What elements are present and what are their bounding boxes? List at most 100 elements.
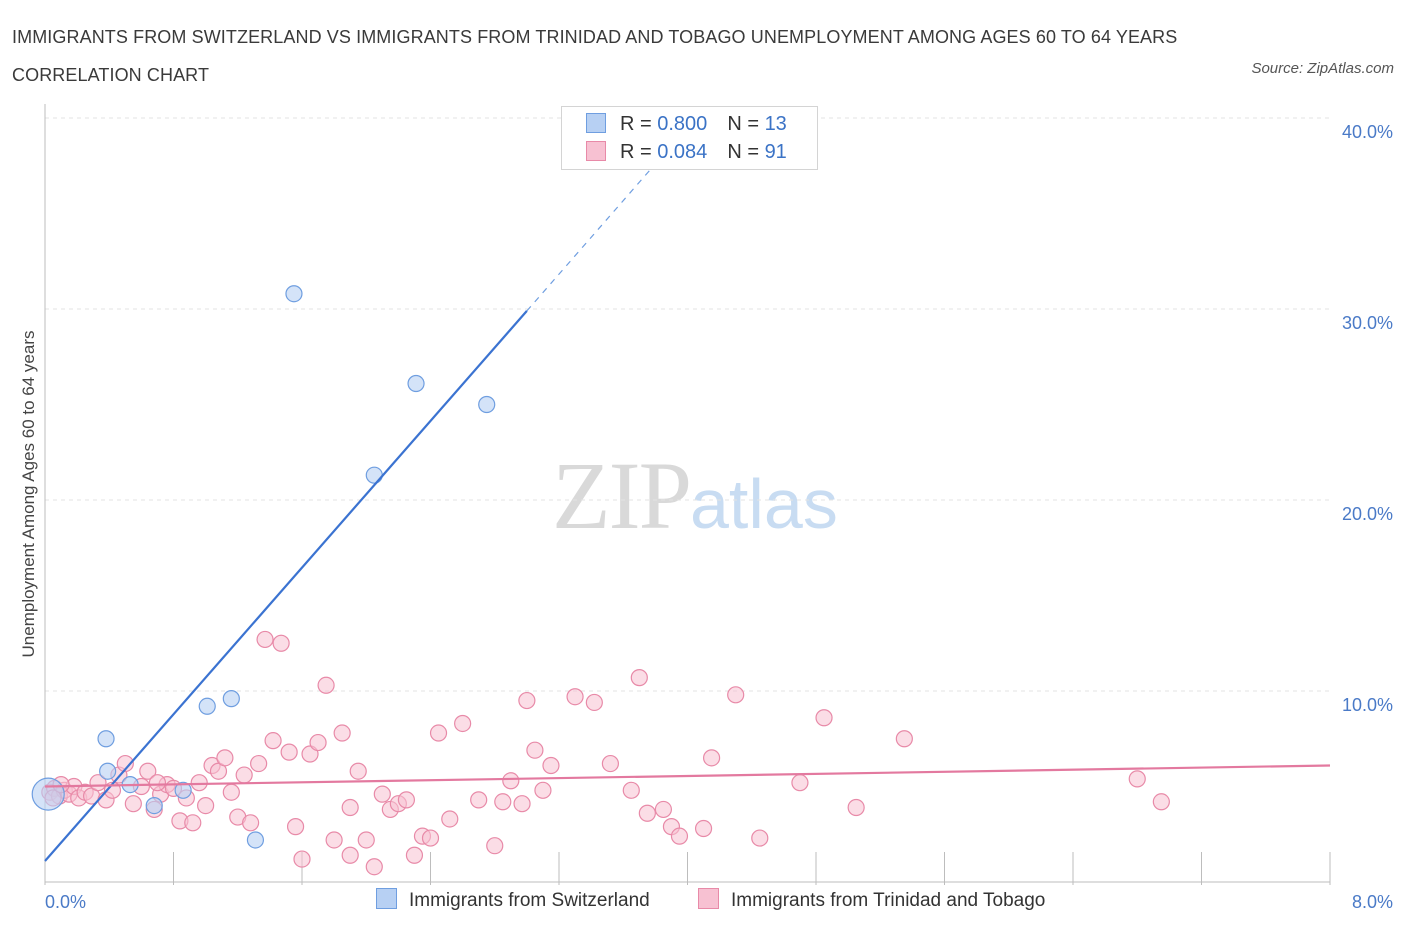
trend-line-switzerland bbox=[44, 310, 528, 862]
data-point-trinidad bbox=[494, 793, 512, 811]
data-point-trinidad bbox=[405, 846, 424, 864]
x-tick-label: 0.0% bbox=[45, 892, 86, 912]
data-point-switzerland bbox=[174, 781, 192, 799]
data-point-trinidad bbox=[242, 814, 260, 832]
data-point-trinidad bbox=[272, 634, 290, 652]
data-point-trinidad bbox=[694, 819, 713, 838]
tick-labels: 10.0% 20.0% 30.0% 40.0% 0.0% 8.0% bbox=[45, 122, 1393, 912]
data-point-trinidad bbox=[895, 730, 913, 748]
data-point-trinidad bbox=[1152, 793, 1170, 811]
data-point-trinidad bbox=[502, 772, 520, 790]
data-point-trinidad bbox=[341, 798, 359, 817]
data-point-trinidad bbox=[124, 795, 142, 813]
data-point-switzerland bbox=[97, 730, 115, 748]
data-point-trinidad bbox=[654, 800, 673, 819]
chart-title: IMMIGRANTS FROM SWITZERLAND VS IMMIGRANT… bbox=[12, 27, 1178, 85]
data-point-trinidad bbox=[373, 785, 391, 803]
data-point-trinidad bbox=[349, 762, 367, 780]
data-point-trinidad bbox=[256, 630, 274, 649]
data-point-trinidad bbox=[470, 791, 488, 809]
legend-swatch-pink bbox=[586, 141, 606, 161]
data-point-trinidad bbox=[815, 709, 833, 727]
data-point-trinidad bbox=[357, 831, 375, 849]
data-point-trinidad bbox=[148, 774, 167, 792]
data-point-trinidad bbox=[513, 795, 531, 813]
x-tick-label: 8.0% bbox=[1352, 892, 1393, 912]
data-point-switzerland bbox=[478, 395, 496, 414]
data-point-trinidad bbox=[365, 858, 383, 876]
legend-r-value: 0.800 bbox=[657, 113, 708, 135]
data-point-trinidad bbox=[341, 846, 359, 864]
data-point-switzerland bbox=[145, 796, 163, 815]
watermark-zip: ZIP bbox=[552, 442, 692, 549]
axes bbox=[44, 104, 1331, 885]
data-point-trinidad bbox=[197, 796, 215, 815]
data-point-trinidad bbox=[791, 774, 809, 792]
series-trinidad-points bbox=[41, 630, 1170, 876]
data-point-trinidad bbox=[309, 733, 327, 752]
data-point-switzerland bbox=[365, 466, 383, 484]
data-point-trinidad bbox=[397, 791, 416, 809]
y-axis-label: Unemployment Among Ages 60 to 64 years bbox=[19, 331, 38, 658]
data-point-trinidad bbox=[454, 714, 472, 733]
grid-lines bbox=[45, 117, 1330, 692]
data-point-trinidad bbox=[566, 688, 584, 706]
legend-r-value: 0.084 bbox=[657, 141, 708, 163]
data-point-switzerland bbox=[285, 285, 303, 303]
watermark: ZIPatlas bbox=[552, 440, 838, 551]
data-point-trinidad bbox=[317, 676, 335, 694]
correlation-legend: R = 0.800 N = 13 R = 0.084 N = 91 bbox=[561, 106, 818, 170]
data-point-trinidad bbox=[542, 756, 560, 775]
source-credit: Source: ZipAtlas.com bbox=[1251, 60, 1394, 77]
legend-n-label: N = bbox=[727, 141, 765, 163]
data-point-trinidad bbox=[727, 686, 745, 704]
legend-r-label: R = bbox=[620, 113, 658, 135]
data-point-trinidad bbox=[441, 810, 459, 828]
watermark-atlas: atlas bbox=[690, 465, 838, 543]
data-point-trinidad bbox=[518, 691, 536, 710]
data-point-trinidad bbox=[235, 766, 253, 784]
trend-lines bbox=[44, 163, 1331, 862]
y-tick-label: 20.0% bbox=[1342, 504, 1393, 524]
series-legend-swatch-pink bbox=[698, 888, 719, 909]
legend-swatch-blue bbox=[586, 113, 606, 133]
data-point-trinidad bbox=[190, 774, 208, 792]
data-point-trinidad bbox=[1128, 770, 1146, 788]
data-point-switzerland bbox=[222, 690, 240, 708]
data-point-trinidad bbox=[293, 850, 311, 868]
data-point-switzerland bbox=[31, 777, 65, 811]
data-point-trinidad bbox=[601, 754, 620, 773]
legend-row-switzerland: R = 0.800 N = 13 bbox=[586, 113, 787, 137]
data-point-trinidad bbox=[638, 804, 656, 822]
data-point-trinidad bbox=[526, 741, 544, 759]
data-point-trinidad bbox=[421, 829, 440, 847]
trend-line-switzerland-extension bbox=[526, 163, 656, 312]
legend-n-value: 91 bbox=[764, 141, 787, 163]
data-point-trinidad bbox=[280, 743, 298, 761]
y-tick-label: 30.0% bbox=[1342, 313, 1393, 333]
data-point-switzerland bbox=[198, 697, 216, 715]
series-legend-trinidad: Immigrants from Trinidad and Tobago bbox=[698, 888, 1045, 912]
data-point-trinidad bbox=[847, 798, 865, 817]
y-tick-label: 40.0% bbox=[1342, 122, 1393, 142]
series-legend-switzerland: Immigrants from Switzerland bbox=[376, 888, 650, 912]
data-point-trinidad bbox=[622, 781, 640, 799]
data-point-trinidad bbox=[630, 669, 648, 687]
data-point-trinidad bbox=[139, 762, 157, 780]
data-point-trinidad bbox=[333, 724, 351, 742]
legend-n-value: 13 bbox=[764, 113, 787, 135]
data-point-trinidad bbox=[184, 814, 202, 832]
data-point-trinidad bbox=[264, 732, 282, 750]
data-point-trinidad bbox=[216, 749, 234, 767]
data-point-trinidad bbox=[534, 781, 552, 799]
legend-n-label: N = bbox=[727, 113, 765, 135]
data-point-trinidad bbox=[670, 827, 689, 845]
data-point-trinidad bbox=[116, 754, 134, 773]
data-point-trinidad bbox=[325, 831, 343, 849]
data-point-trinidad bbox=[286, 818, 305, 836]
data-point-switzerland bbox=[99, 762, 117, 780]
data-point-trinidad bbox=[751, 829, 769, 847]
data-point-switzerland bbox=[407, 374, 425, 393]
series-legend-label: Immigrants from Trinidad and Tobago bbox=[731, 890, 1046, 911]
